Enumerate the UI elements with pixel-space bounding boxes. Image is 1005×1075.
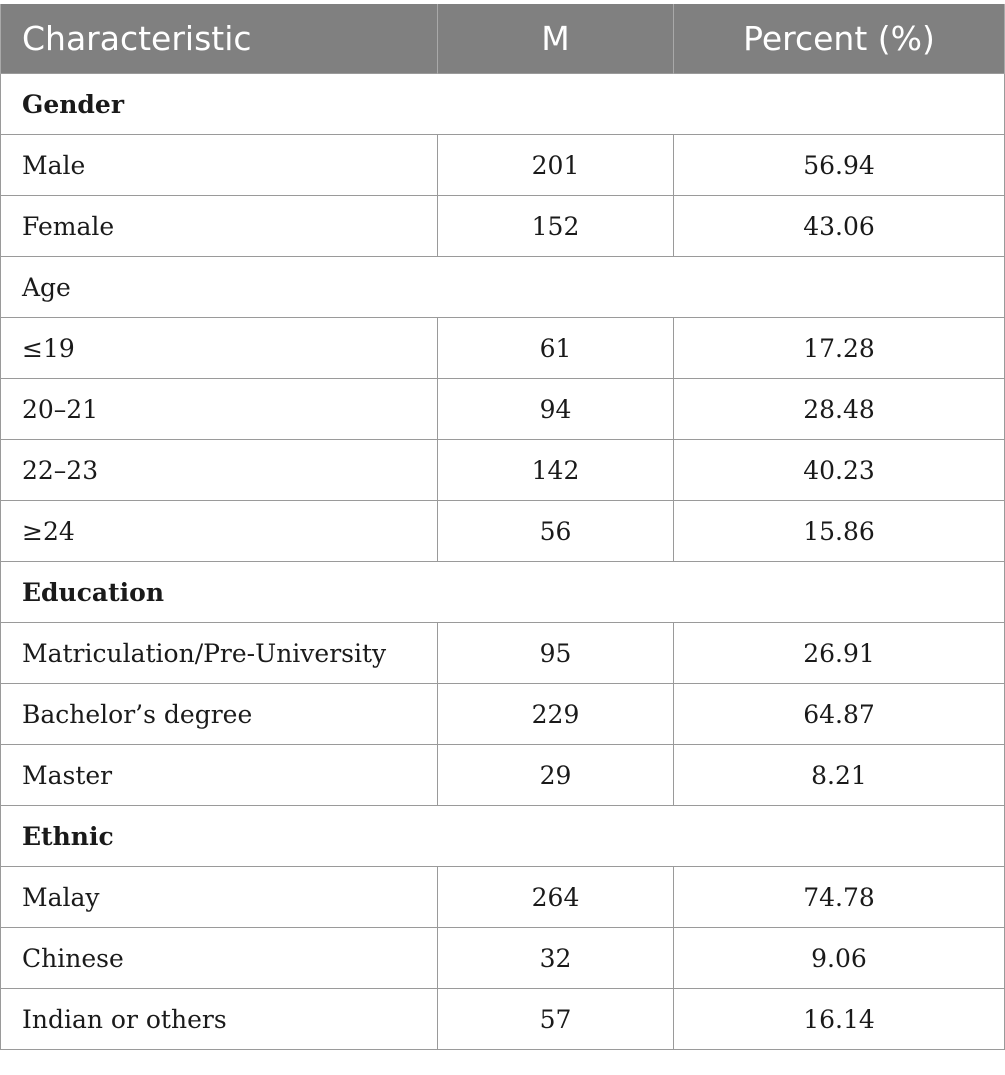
table-row: Male 201 56.94 [0, 134, 1005, 196]
table-row: ≥24 56 15.86 [0, 500, 1005, 562]
row-m-value: 61 [437, 317, 674, 379]
group-label: Education [0, 561, 1005, 623]
row-m-value: 29 [437, 744, 674, 806]
table-row: Master 29 8.21 [0, 744, 1005, 806]
group-row: Gender [0, 73, 1005, 135]
table-row: Chinese 32 9.06 [0, 927, 1005, 989]
table-row: 20–21 94 28.48 [0, 378, 1005, 440]
row-m-value: 142 [437, 439, 674, 501]
row-label: Master [0, 744, 438, 806]
header-m: M [437, 4, 674, 74]
row-label: Male [0, 134, 438, 196]
row-m-value: 152 [437, 195, 674, 257]
row-percent-value: 9.06 [673, 927, 1005, 989]
row-m-value: 264 [437, 866, 674, 928]
row-percent-value: 26.91 [673, 622, 1005, 684]
row-label: Indian or others [0, 988, 438, 1050]
row-percent-value: 40.23 [673, 439, 1005, 501]
group-label: Gender [0, 73, 1005, 135]
table-header: Characteristic M Percent (%) [0, 4, 1005, 74]
row-percent-value: 74.78 [673, 866, 1005, 928]
row-label: ≥24 [0, 500, 438, 562]
table-row: Malay 264 74.78 [0, 866, 1005, 928]
row-m-value: 201 [437, 134, 674, 196]
row-label: Matriculation/Pre-University [0, 622, 438, 684]
row-percent-value: 28.48 [673, 378, 1005, 440]
row-label: Bachelor’s degree [0, 683, 438, 745]
group-label: Age [0, 256, 1005, 318]
row-percent-value: 64.87 [673, 683, 1005, 745]
table-body: Gender Male 201 56.94 Female 152 43.06 Age ≤19 61… [0, 73, 1005, 1050]
row-m-value: 94 [437, 378, 674, 440]
group-label: Ethnic [0, 805, 1005, 867]
row-m-value: 95 [437, 622, 674, 684]
row-m-value: 32 [437, 927, 674, 989]
row-label: 22–23 [0, 439, 438, 501]
demographics-table: Characteristic M Percent (%) Gender Male 2… [0, 4, 1005, 1050]
row-percent-value: 56.94 [673, 134, 1005, 196]
header-row: Characteristic M Percent (%) [0, 4, 1005, 74]
row-label: ≤19 [0, 317, 438, 379]
table-row: ≤19 61 17.28 [0, 317, 1005, 379]
row-m-value: 56 [437, 500, 674, 562]
row-percent-value: 8.21 [673, 744, 1005, 806]
table-row: Female 152 43.06 [0, 195, 1005, 257]
row-label: Malay [0, 866, 438, 928]
group-row: Education [0, 561, 1005, 623]
row-m-value: 57 [437, 988, 674, 1050]
row-percent-value: 43.06 [673, 195, 1005, 257]
row-percent-value: 17.28 [673, 317, 1005, 379]
row-percent-value: 16.14 [673, 988, 1005, 1050]
group-row: Ethnic [0, 805, 1005, 867]
row-m-value: 229 [437, 683, 674, 745]
row-percent-value: 15.86 [673, 500, 1005, 562]
table-row: 22–23 142 40.23 [0, 439, 1005, 501]
table-row: Bachelor’s degree 229 64.87 [0, 683, 1005, 745]
table-row: Indian or others 57 16.14 [0, 988, 1005, 1050]
row-label: 20–21 [0, 378, 438, 440]
row-label: Female [0, 195, 438, 257]
header-percent: Percent (%) [673, 4, 1005, 74]
header-characteristic: Characteristic [0, 4, 438, 74]
table-row: Matriculation/Pre-University 95 26.91 [0, 622, 1005, 684]
row-label: Chinese [0, 927, 438, 989]
group-row: Age [0, 256, 1005, 318]
